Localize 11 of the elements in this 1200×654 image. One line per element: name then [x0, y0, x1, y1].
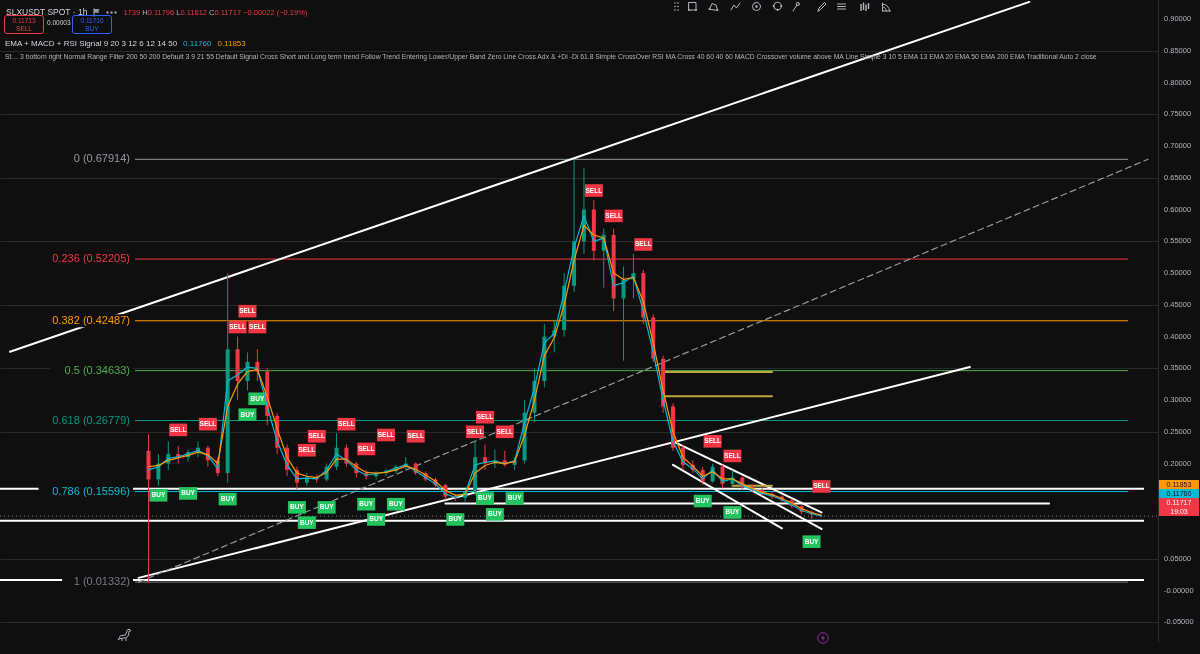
ref-line-label: 0.5 (0.34633) — [64, 363, 130, 376]
ref-line-label: 0.382 (0.42487) — [52, 313, 130, 326]
ref-line-label: 0.786 (0.15596) — [52, 484, 130, 497]
annotation: 0.11853 — [217, 38, 246, 48]
ref-line-label: 0.618 (0.26779) — [52, 413, 130, 426]
ref-line-label: 0.236 (0.52205) — [52, 252, 130, 265]
annotation: EMA + MACD + RSI Signal 9 20 3 12 6 12 14 50 — [5, 38, 178, 48]
ref-line-label: 0 (0.67914) — [73, 152, 130, 165]
annotation: 0.11760 — [183, 38, 212, 48]
ref-line-label: 1 (0.01332) — [73, 575, 130, 588]
text: SLXUSDT SPOT · 1h — [6, 7, 88, 17]
